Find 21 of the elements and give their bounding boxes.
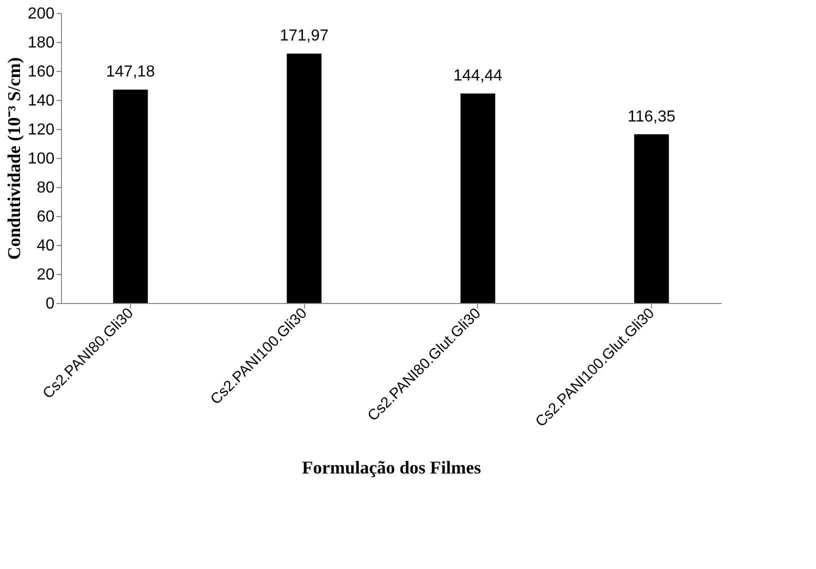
y-tick-label: 120 xyxy=(28,122,55,138)
y-tick-label: 200 xyxy=(28,6,55,22)
y-tick-label: 0 xyxy=(46,296,55,312)
y-tick-label: 140 xyxy=(28,92,55,110)
bar xyxy=(286,54,322,303)
y-tick-label: 20 xyxy=(36,266,55,284)
data-label: 144,44 xyxy=(453,68,502,85)
bar xyxy=(460,94,496,303)
y-axis-title: Condutividade (10⁻³ S/cm) xyxy=(4,57,24,260)
bar xyxy=(113,90,148,303)
bar xyxy=(634,134,669,303)
data-label: 116,35 xyxy=(628,108,676,126)
y-tick-label: 40 xyxy=(36,238,55,254)
y-tick-label: 160 xyxy=(28,64,55,80)
x-axis-title: Formulação dos Filmes xyxy=(302,458,481,478)
data-label: 147,18 xyxy=(106,64,156,81)
data-label: 171,97 xyxy=(280,28,329,45)
y-tick-label: 100 xyxy=(28,150,55,168)
y-tick-label: 60 xyxy=(36,208,55,226)
y-tick-label: 80 xyxy=(36,180,55,196)
y-tick-label: 180 xyxy=(28,34,55,52)
